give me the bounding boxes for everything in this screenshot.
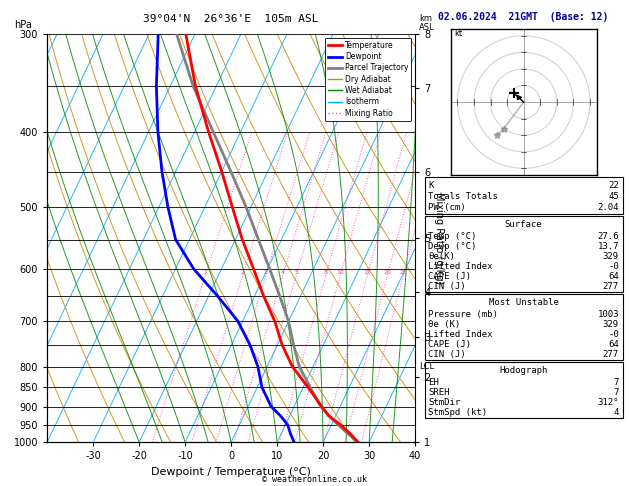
Text: 10: 10 xyxy=(337,270,344,275)
Text: 1: 1 xyxy=(204,270,208,275)
Text: Dewp (°C): Dewp (°C) xyxy=(428,242,477,251)
Text: 312°: 312° xyxy=(598,398,619,407)
Text: -0: -0 xyxy=(608,330,619,339)
Text: PW (cm): PW (cm) xyxy=(428,203,466,212)
Text: θe (K): θe (K) xyxy=(428,320,460,329)
Text: 7: 7 xyxy=(613,388,619,397)
Text: LCL: LCL xyxy=(420,362,435,371)
Text: 2.04: 2.04 xyxy=(598,203,619,212)
Text: Surface: Surface xyxy=(505,220,542,229)
Text: 4: 4 xyxy=(613,408,619,417)
Text: 1003: 1003 xyxy=(598,310,619,319)
Text: StmDir: StmDir xyxy=(428,398,460,407)
Text: Temp (°C): Temp (°C) xyxy=(428,232,477,242)
Text: 64: 64 xyxy=(608,272,619,281)
Text: 329: 329 xyxy=(603,252,619,261)
Text: 39°04'N  26°36'E  105m ASL: 39°04'N 26°36'E 105m ASL xyxy=(143,14,319,24)
Text: 3: 3 xyxy=(264,270,268,275)
Text: Hodograph: Hodograph xyxy=(499,366,548,375)
Text: 329: 329 xyxy=(603,320,619,329)
Text: kt: kt xyxy=(454,29,462,38)
Text: EH: EH xyxy=(428,378,439,387)
Text: 8: 8 xyxy=(324,270,328,275)
Text: 45: 45 xyxy=(608,192,619,201)
Text: SREH: SREH xyxy=(428,388,450,397)
Text: 64: 64 xyxy=(608,340,619,349)
Text: 25: 25 xyxy=(399,270,408,275)
Text: CIN (J): CIN (J) xyxy=(428,282,466,291)
Legend: Temperature, Dewpoint, Parcel Trajectory, Dry Adiabat, Wet Adiabat, Isotherm, Mi: Temperature, Dewpoint, Parcel Trajectory… xyxy=(325,38,411,121)
Text: θe(K): θe(K) xyxy=(428,252,455,261)
Text: 27.6: 27.6 xyxy=(598,232,619,242)
Text: -0: -0 xyxy=(608,262,619,271)
Text: Lifted Index: Lifted Index xyxy=(428,262,493,271)
Text: CAPE (J): CAPE (J) xyxy=(428,272,471,281)
X-axis label: Dewpoint / Temperature (°C): Dewpoint / Temperature (°C) xyxy=(151,467,311,477)
Text: 15: 15 xyxy=(364,270,372,275)
Y-axis label: Mixing Ratio (g/kg): Mixing Ratio (g/kg) xyxy=(434,192,444,284)
Text: 02.06.2024  21GMT  (Base: 12): 02.06.2024 21GMT (Base: 12) xyxy=(438,12,609,22)
Text: Pressure (mb): Pressure (mb) xyxy=(428,310,498,319)
Text: 4: 4 xyxy=(281,270,285,275)
Text: 277: 277 xyxy=(603,350,619,359)
Text: Most Unstable: Most Unstable xyxy=(489,298,559,307)
Text: CAPE (J): CAPE (J) xyxy=(428,340,471,349)
Text: © weatheronline.co.uk: © weatheronline.co.uk xyxy=(262,474,367,484)
Text: 13.7: 13.7 xyxy=(598,242,619,251)
Text: 7: 7 xyxy=(613,378,619,387)
Text: StmSpd (kt): StmSpd (kt) xyxy=(428,408,487,417)
Text: hPa: hPa xyxy=(14,20,32,30)
Text: 20: 20 xyxy=(384,270,391,275)
Text: K: K xyxy=(428,181,434,191)
Text: 5: 5 xyxy=(294,270,298,275)
Text: Lifted Index: Lifted Index xyxy=(428,330,493,339)
Text: km
ASL: km ASL xyxy=(419,14,435,32)
Text: 277: 277 xyxy=(603,282,619,291)
Text: 2: 2 xyxy=(241,270,245,275)
Text: 22: 22 xyxy=(608,181,619,191)
Text: CIN (J): CIN (J) xyxy=(428,350,466,359)
Text: Totals Totals: Totals Totals xyxy=(428,192,498,201)
